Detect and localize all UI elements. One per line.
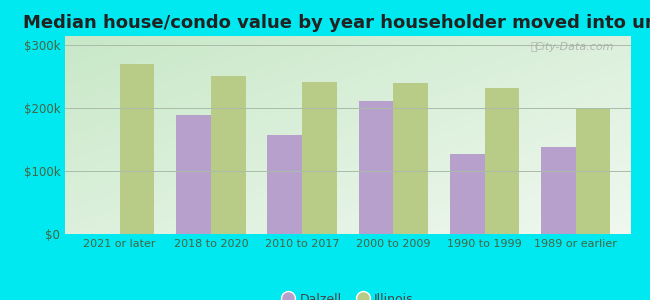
Bar: [359, 101, 393, 234]
Bar: [120, 64, 155, 234]
Bar: [268, 135, 302, 234]
Bar: [302, 82, 337, 234]
Bar: [484, 88, 519, 234]
Title: Median house/condo value by year householder moved into unit: Median house/condo value by year househo…: [23, 14, 650, 32]
Bar: [176, 115, 211, 234]
Bar: [211, 76, 246, 234]
Text: ⓘ: ⓘ: [530, 42, 537, 52]
Text: City-Data.com: City-Data.com: [534, 42, 614, 52]
Bar: [541, 147, 576, 234]
Bar: [576, 108, 610, 234]
Bar: [393, 83, 428, 234]
Bar: [450, 154, 484, 234]
Legend: Dalzell, Illinois: Dalzell, Illinois: [277, 288, 419, 300]
